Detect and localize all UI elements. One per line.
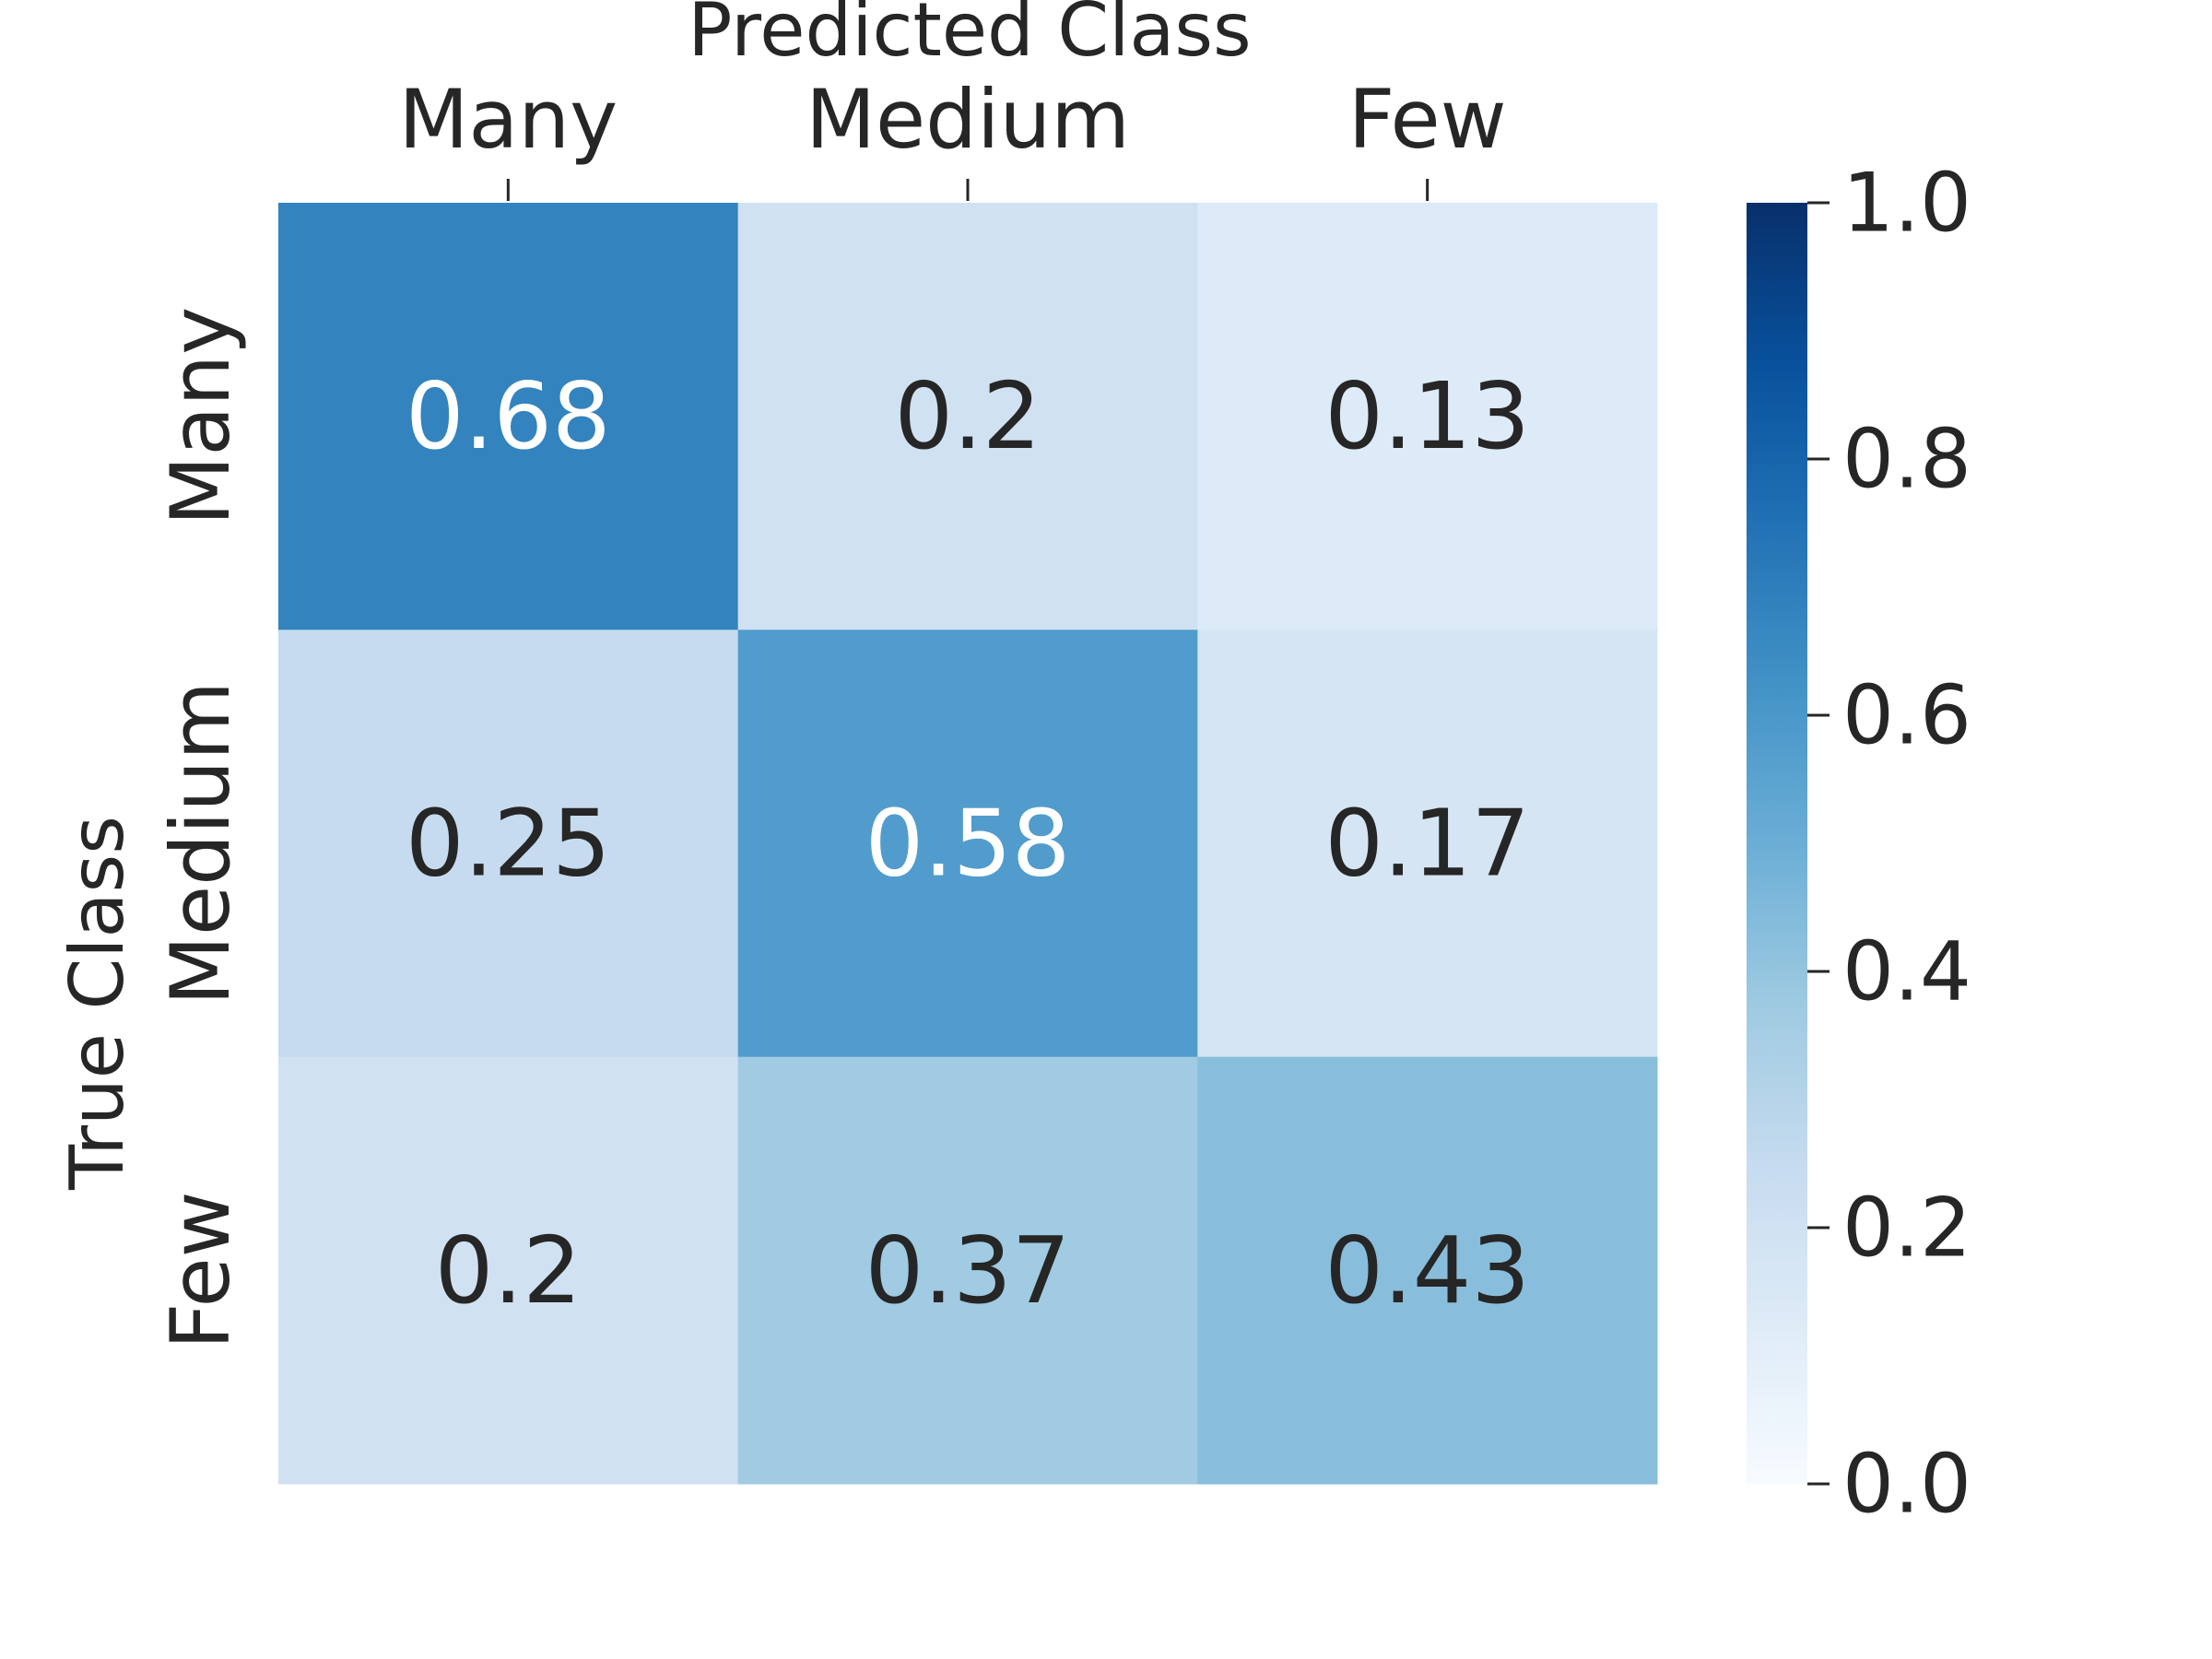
heatmap-cell <box>737 629 1198 1058</box>
colorbar-tick-label: 0.2 <box>1842 1181 1971 1276</box>
x-axis-ticks: Many Medium Few <box>398 72 1507 201</box>
y-tick-label: Few <box>153 1191 248 1349</box>
heatmap-cell <box>278 203 739 630</box>
heatmap-cell <box>1197 1056 1658 1485</box>
x-tick-label: Medium <box>806 72 1130 167</box>
x-tick-label: Many <box>398 72 618 167</box>
colorbar-tick-label: 0.0 <box>1842 1437 1971 1532</box>
y-tick-label: Many <box>153 307 248 526</box>
y-axis-ticks: Many Medium Few <box>153 307 248 1349</box>
heatmap-cells: 0.68 0.2 0.13 0.25 0.58 0.17 0.2 0.37 0.43 <box>278 203 1658 1485</box>
heatmap-cell <box>278 1056 739 1485</box>
colorbar-ticks: 0.0 0.2 0.4 0.6 0.8 1.0 <box>1807 156 1971 1532</box>
x-tick-label: Few <box>1348 72 1507 167</box>
colorbar-tick-label: 0.6 <box>1842 668 1971 763</box>
heatmap-cell <box>278 629 739 1058</box>
heatmap-cell <box>737 1056 1198 1485</box>
y-axis-title: True Class <box>54 816 140 1191</box>
cell-value-label: 0.25 <box>406 790 611 898</box>
cell-value-label: 0.58 <box>865 790 1071 898</box>
cell-value-label: 0.68 <box>406 362 611 470</box>
heatmap-cell <box>1197 629 1658 1058</box>
colorbar-tick-label: 1.0 <box>1842 156 1971 251</box>
heatmap-cell <box>737 203 1198 630</box>
colorbar <box>1747 203 1807 1484</box>
colorbar-tick-label: 0.4 <box>1842 924 1971 1019</box>
cell-value-label: 0.43 <box>1324 1217 1530 1324</box>
heatmap-cell <box>1197 203 1658 630</box>
colorbar-tick-label: 0.8 <box>1842 412 1971 507</box>
y-tick-label: Medium <box>153 681 248 1006</box>
cell-value-label: 0.2 <box>435 1217 582 1324</box>
cell-value-label: 0.13 <box>1324 362 1530 470</box>
cell-value-label: 0.2 <box>894 362 1041 470</box>
cell-value-label: 0.37 <box>865 1217 1071 1324</box>
cell-value-label: 0.17 <box>1324 790 1530 898</box>
x-axis-title: Predicted Class <box>688 0 1251 73</box>
